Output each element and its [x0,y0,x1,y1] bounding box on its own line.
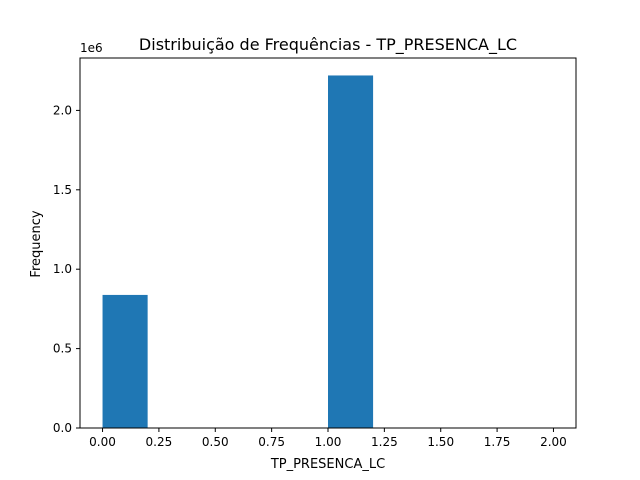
x-ticks-group: 0.00 0.25 0.50 0.75 1.00 1.25 1.50 1.75 2.00 [89,428,567,449]
y-tick-label-2: 1.0 [53,262,72,276]
y-axis-label: Frequency [29,210,44,277]
x-tick-label-6: 1.50 [427,435,454,449]
x-tick-label-7: 1.75 [484,435,511,449]
x-tick-label-2: 0.50 [202,435,229,449]
y-tick-label-1: 0.5 [53,342,72,356]
bars-group [102,75,374,429]
chart-title: Distribuição de Frequências - TP_PRESENC… [139,35,517,55]
y-tick-label-0: 0.0 [53,421,72,435]
plot-frame [79,57,577,429]
x-axis-label: TP_PRESENCA_LC [270,457,385,472]
x-tick-label-8: 2.00 [540,435,567,449]
y-axis-offset-label: 1e6 [80,41,103,55]
histogram-bar-1 [328,75,374,429]
x-tick-label-3: 0.75 [258,435,285,449]
histogram-bar-0 [102,294,148,428]
y-ticks-group: 0.0 0.5 1.0 1.5 2.0 [53,103,80,435]
x-tick-label-4: 1.00 [315,435,342,449]
x-tick-label-0: 0.00 [89,435,116,449]
y-tick-label-3: 1.5 [53,183,72,197]
y-tick-label-4: 2.0 [53,103,72,117]
x-tick-label-5: 1.25 [371,435,398,449]
x-tick-label-1: 0.25 [146,435,173,449]
